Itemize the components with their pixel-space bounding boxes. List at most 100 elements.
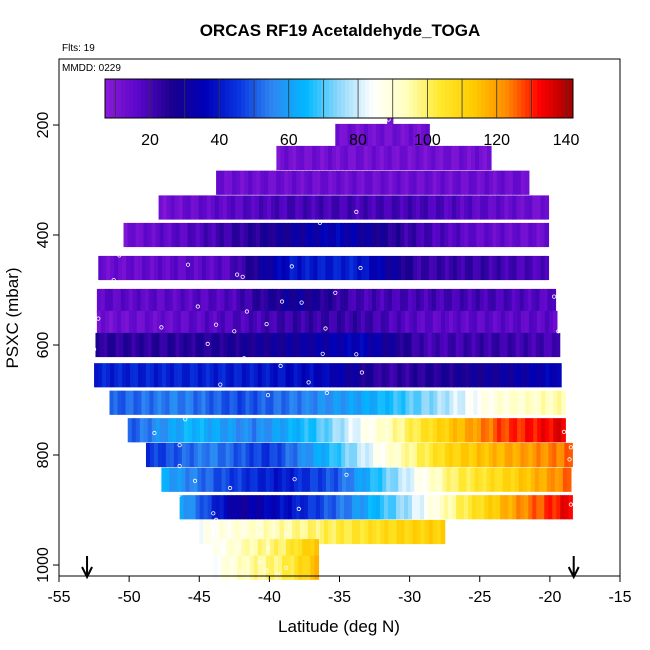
heatmap-cell [395,195,401,220]
heatmap-cell [490,467,496,492]
sample-point [265,546,271,551]
heatmap-cell [324,310,330,336]
heatmap-cell [265,442,271,468]
heatmap-cell [513,363,518,388]
heatmap-cell [552,495,557,520]
heatmap-cell [233,390,239,415]
heatmap-cell [508,222,513,248]
heatmap-cell [403,145,409,171]
heatmap-cell [385,255,390,281]
heatmap-cell [516,442,522,468]
heatmap-cell [434,467,440,492]
heatmap-cell [115,332,121,358]
heatmap-cell [472,170,478,195]
heatmap-cell [335,195,341,220]
heatmap-cell [375,332,381,358]
heatmap-cell [537,390,542,415]
heatmap-cell [217,467,223,492]
colorbar-cell [301,79,306,118]
heatmap-cell [361,390,366,415]
heatmap-cell [405,255,410,281]
heatmap-cell [437,363,442,388]
heatmap-cell [192,288,198,314]
heatmap-cell [383,145,389,171]
heatmap-cell [351,332,357,358]
heatmap-cell [444,495,449,520]
colorbar-cell [309,79,314,118]
colorbar-cell [517,79,522,118]
heatmap-cell [372,519,377,545]
colorbar-cell [485,79,490,118]
heatmap-cell [202,195,208,220]
heatmap-cell [143,418,149,443]
heatmap-cell [404,519,410,545]
heatmap-cell [400,495,405,520]
heatmap-cell [484,255,490,281]
heatmap-cell [568,442,573,468]
heatmap-cell [267,195,272,220]
heatmap-cell [299,332,305,358]
heatmap-cell [370,467,375,492]
heatmap-cell [549,390,554,415]
heatmap-cell [335,332,341,358]
heatmap-cell [452,442,458,468]
heatmap-cell [276,145,281,171]
heatmap-cell [207,222,213,248]
sample-point [205,341,210,346]
heatmap-cell [336,288,341,314]
x-tick-label: -15 [608,589,631,606]
heatmap-cell [150,255,155,281]
sample-point [264,568,269,573]
heatmap-cell [264,170,269,195]
heatmap-cell [173,390,179,415]
heatmap-cell [283,495,289,520]
heatmap-cell [229,467,235,492]
sample-point [284,531,289,536]
heatmap-cell [277,442,283,468]
heatmap-cell [513,390,518,415]
heatmap-cell [128,288,134,314]
heatmap-cell [255,332,261,358]
heatmap-cell [360,418,366,443]
heatmap-cell [259,495,265,520]
heatmap-cell [532,495,537,520]
heatmap-cell [291,495,297,520]
heatmap-cell [104,288,110,314]
heatmap-cell [433,363,438,388]
colorbar-cell [505,79,510,118]
heatmap-cell [455,332,461,358]
heatmap-cell [464,170,470,195]
heatmap-cell [217,390,223,415]
heatmap-cell [331,222,337,248]
heatmap-cell [205,255,211,281]
heatmap-cell [404,123,410,149]
heatmap-cell [528,495,533,520]
heatmap-cell [520,442,526,468]
heatmap-cell [372,288,377,314]
heatmap-cell [411,195,417,220]
heatmap-cell [255,495,261,520]
heatmap-cell [464,310,470,336]
colorbar-cell [189,79,194,118]
heatmap-cell [179,495,185,520]
heatmap-cell [257,390,263,415]
heatmap-cell [329,442,334,468]
heatmap-cell [309,442,314,468]
heatmap-cell [291,222,297,248]
heatmap-cell [187,222,193,248]
heatmap-cell [428,418,434,443]
heatmap-cell [305,255,311,281]
heatmap-cell [540,442,546,468]
heatmap-cell [419,332,425,358]
heatmap-cell [186,195,192,220]
heatmap-cell [272,418,277,443]
heatmap-cell [556,495,561,520]
heatmap-cell [503,288,509,314]
heatmap-cell [228,310,234,336]
heatmap-cell [256,418,261,443]
heatmap-cell [544,442,549,468]
y-axis-label: PSXC (mbar) [3,267,22,368]
heatmap-cell [232,418,237,443]
colorbar-tick-label: 120 [483,132,510,149]
heatmap-cell [303,195,308,220]
